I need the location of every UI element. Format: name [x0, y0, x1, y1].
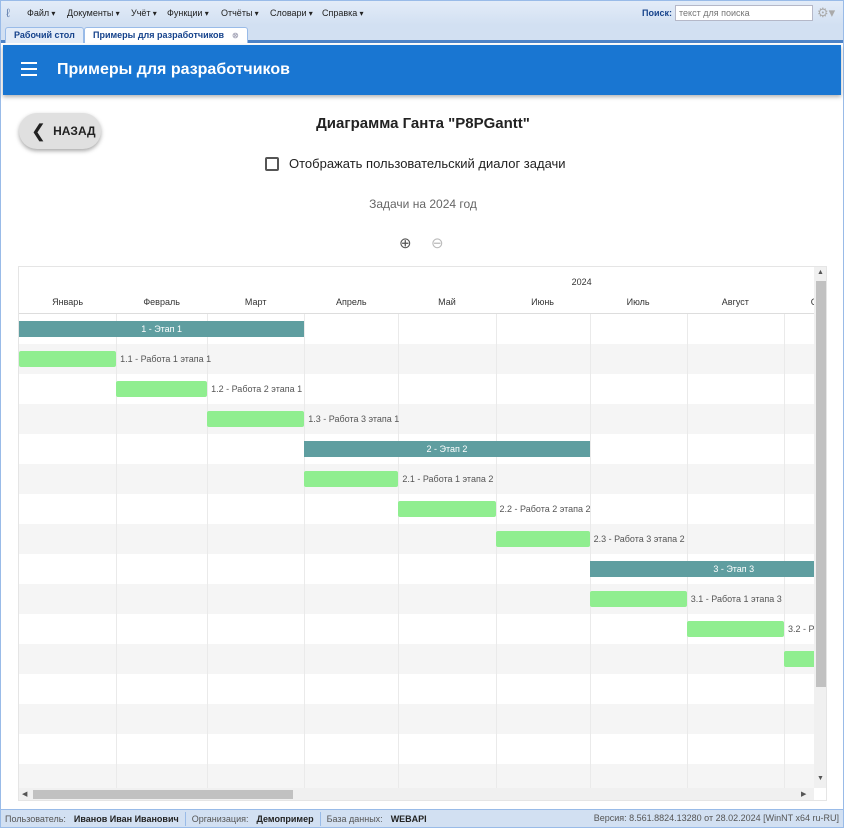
user-value: Иванов Иван Иванович [73, 813, 179, 824]
menubar: ℓ Файл Документы Учёт Функции Отчёты Сло… [1, 1, 843, 25]
task-bar[interactable] [398, 501, 496, 517]
gantt-row [19, 764, 814, 788]
month-label: Февраль [143, 297, 180, 307]
gantt-subtitle: Задачи на 2024 год [369, 197, 477, 211]
month-gridline [783, 314, 785, 788]
stage-bar[interactable]: 1 - Этап 1 [19, 321, 305, 337]
tab-label: Рабочий стол [14, 30, 75, 40]
status-bar: Пользователь: Иванов Иван Иванович Органи… [1, 809, 843, 827]
task-label: 1.3 - Работа 3 этапа 1 [308, 414, 400, 424]
stage-bar[interactable]: 2 - Этап 2 [304, 441, 590, 457]
gantt-row [19, 464, 814, 494]
gantt-row [19, 734, 814, 764]
task-label: 3.1 - Работа 1 этапа 3 [690, 594, 782, 604]
month-gridline [495, 314, 497, 788]
month-label: Март [244, 297, 267, 307]
menu-icon[interactable] [21, 62, 37, 76]
back-label: НАЗАД [53, 124, 96, 138]
org-label: Организация: [191, 813, 249, 824]
year-label: 2024 [571, 277, 592, 287]
menu-reports[interactable]: Отчёты [221, 8, 259, 18]
tab-bar: Рабочий стол Примеры для разработчиков ⊗ [1, 25, 843, 43]
month-label: Апрель [336, 297, 367, 307]
vertical-scroll-thumb[interactable] [816, 281, 826, 687]
gear-icon[interactable]: ⚙▾ [817, 5, 836, 20]
scroll-down-icon[interactable]: ▼ [817, 775, 824, 782]
db-value: WEBAPI [390, 813, 427, 824]
month-gridline [116, 314, 118, 788]
task-label: 3.2 - Работа 2 этапа 3 [787, 624, 814, 634]
tab-label: Примеры для разработчиков [93, 30, 225, 40]
task-label: 2.3 - Работа 3 этапа 2 [593, 534, 685, 544]
menu-file[interactable]: Файл [27, 8, 55, 18]
chevron-left-icon: ❮ [31, 120, 47, 141]
month-label: Июль [626, 297, 650, 307]
search-input[interactable] [675, 5, 813, 21]
task-bar[interactable] [589, 591, 687, 607]
page-title: Примеры для разработчиков [57, 61, 290, 78]
month-label: Май [438, 297, 456, 307]
month-gridline [207, 314, 209, 788]
month-gridline [398, 314, 400, 788]
zoom-in-icon[interactable]: ⊕ [399, 235, 412, 252]
checkbox-icon[interactable] [265, 156, 279, 171]
gantt-row [19, 674, 814, 704]
app-logo-icon: ℓ [6, 6, 10, 20]
month-gridline [686, 314, 688, 788]
vertical-scrollbar[interactable]: ▲ ▼ [814, 267, 826, 788]
gantt-row [19, 404, 814, 434]
task-label: 1.2 - Работа 2 этапа 1 [211, 384, 303, 394]
month-label: Июнь [531, 297, 554, 307]
version-info: Версия: 8.561.8824.13280 от 28.02.2024 [… [593, 813, 839, 823]
task-bar[interactable] [207, 411, 305, 427]
month-gridline [304, 314, 306, 788]
tab-desktop[interactable]: Рабочий стол [5, 27, 84, 43]
zoom-out-icon[interactable]: ⊖ [431, 235, 444, 252]
db-label: База данных: [326, 813, 383, 824]
back-button[interactable]: ❮ НАЗАД [19, 113, 101, 149]
menu-functions[interactable]: Функции [167, 8, 209, 18]
menu-dictionaries[interactable]: Словари [270, 8, 313, 18]
gantt-title: Диаграмма Ганта "P8PGantt" [316, 115, 530, 132]
header-divider [19, 313, 814, 314]
search-label: Поиск: [642, 8, 673, 18]
task-bar[interactable] [116, 381, 208, 397]
gantt-canvas[interactable]: 2024 Январь Февраль Март Апрель Май Июнь Июль Ав… [19, 267, 814, 788]
month-label: Август [721, 297, 749, 307]
menu-help[interactable]: Справка [322, 8, 364, 18]
month-label: Сентябрь [784, 297, 814, 307]
org-value: Демопример [256, 813, 314, 824]
horizontal-scrollbar[interactable]: ◀ ▶ [19, 788, 814, 800]
stage-bar[interactable]: 3 - Этап 3 [589, 561, 814, 577]
gantt-chart: 2024 Январь Февраль Март Апрель Май Июнь Июль Ав… [18, 266, 827, 801]
menu-accounting[interactable]: Учёт [131, 8, 157, 18]
gantt-row [19, 644, 814, 674]
task-bar[interactable] [783, 651, 814, 667]
tab-dev-examples[interactable]: Примеры для разработчиков ⊗ [84, 27, 248, 43]
scroll-up-icon[interactable]: ▲ [817, 269, 824, 276]
app-bar: Примеры для разработчиков [3, 45, 841, 95]
gantt-row [19, 344, 814, 374]
task-bar[interactable] [19, 351, 117, 367]
task-bar[interactable] [304, 471, 399, 487]
scroll-right-icon[interactable]: ▶ [801, 791, 807, 798]
month-gridline [589, 314, 591, 788]
horizontal-scroll-thumb[interactable] [33, 790, 293, 799]
task-bar[interactable] [495, 531, 590, 547]
checkbox-label: Отображать пользовательский диалог задач… [289, 156, 566, 171]
menu-documents[interactable]: Документы [67, 8, 120, 18]
close-icon[interactable]: ⊗ [232, 31, 239, 40]
task-bar[interactable] [686, 621, 784, 637]
user-label: Пользователь: [5, 813, 66, 824]
task-label: 2.2 - Работа 2 этапа 2 [499, 504, 591, 514]
task-label: 2.1 - Работа 1 этапа 2 [402, 474, 494, 484]
task-label: 1.1 - Работа 1 этапа 1 [120, 354, 212, 364]
gantt-row [19, 704, 814, 734]
custom-dialog-checkbox[interactable]: Отображать пользовательский диалог задач… [265, 156, 566, 171]
month-label: Январь [52, 297, 84, 307]
scroll-left-icon[interactable]: ◀ [22, 791, 28, 798]
gantt-row [19, 524, 814, 554]
